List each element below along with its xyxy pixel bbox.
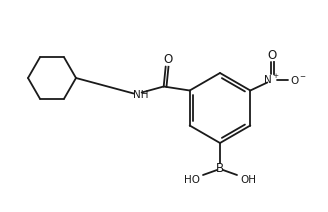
Text: NH: NH [133, 89, 149, 99]
Text: O: O [268, 49, 277, 62]
Text: B: B [216, 162, 224, 174]
Text: HO: HO [184, 175, 200, 185]
Text: O: O [163, 53, 172, 66]
Text: $\mathregular{O^-}$: $\mathregular{O^-}$ [290, 74, 307, 85]
Text: $\mathregular{N^+}$: $\mathregular{N^+}$ [263, 73, 280, 86]
Text: OH: OH [240, 175, 256, 185]
